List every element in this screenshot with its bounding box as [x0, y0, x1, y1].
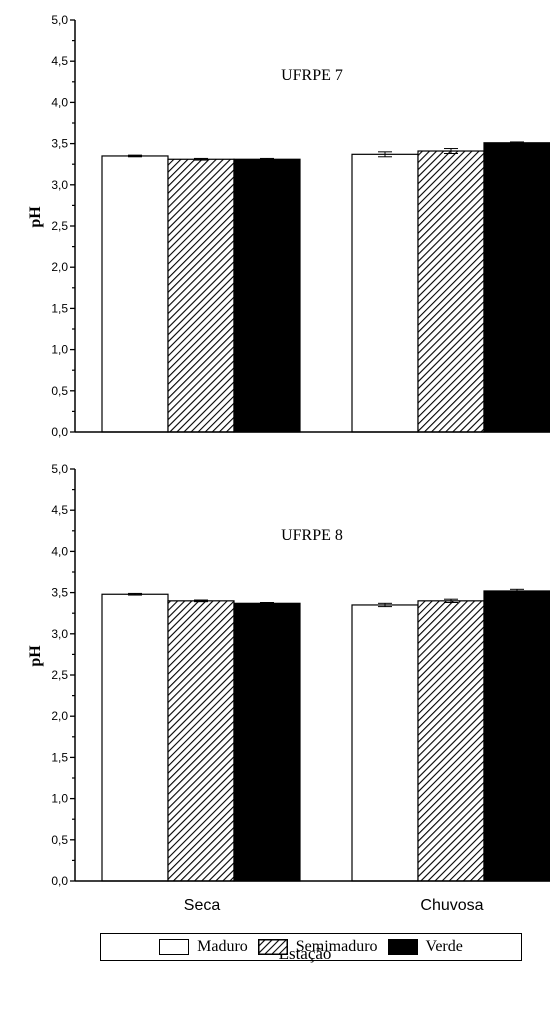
- y-tick-label: 1,5: [51, 750, 68, 764]
- y-tick-label: 4,0: [51, 95, 68, 109]
- category-label-chuvosa: Chuvosa: [420, 897, 483, 914]
- category-label-seca: Seca: [184, 897, 221, 914]
- bar-verde-chuvosa: [483, 590, 550, 882]
- bar-semimaduro-seca: [167, 600, 235, 882]
- panel-ufrpe-7: pH UFRPE 7 0,0 0,5 1,0 1,5 2,0 2,5 3,0 3,5 4,0 4,…: [27, 13, 550, 439]
- bar-semimaduro-chuvosa: [417, 600, 485, 882]
- y-tick-label: 1,0: [51, 792, 68, 806]
- bar-maduro-chuvosa: [351, 153, 419, 433]
- bar-verde-seca: [233, 602, 301, 882]
- bar-verde-chuvosa: [483, 142, 550, 433]
- y-tick-label: 3,5: [51, 137, 68, 151]
- legend-label: Semimaduro: [295, 938, 378, 955]
- legend-label: Verde: [425, 938, 463, 955]
- y-axis-label: pH: [27, 645, 44, 667]
- panel-title: UFRPE 7: [281, 67, 343, 84]
- bar-semimaduro-chuvosa: [417, 150, 485, 433]
- y-tick-label: 5,0: [51, 462, 68, 476]
- legend-swatch-verde: [387, 939, 418, 955]
- bar-verde-seca: [233, 158, 301, 433]
- legend-item-semimaduro: Semimaduro: [257, 938, 378, 956]
- y-tick-label: 5,0: [51, 13, 68, 27]
- y-tick-label: 4,5: [51, 503, 68, 517]
- legend-item-verde: Verde: [387, 938, 463, 956]
- bar-maduro-seca: [101, 155, 169, 433]
- legend-swatch-maduro: [159, 939, 190, 955]
- panel-title: UFRPE 8: [281, 527, 343, 544]
- y-tick-label: 0,5: [51, 384, 68, 398]
- y-tick-label: 3,0: [51, 627, 68, 641]
- y-tick-label: 4,5: [51, 54, 68, 68]
- legend-item-maduro: Maduro: [159, 938, 248, 956]
- y-tick-label: 0,5: [51, 833, 68, 847]
- legend-swatch-semimaduro: [257, 939, 288, 955]
- bar-maduro-chuvosa: [351, 604, 419, 882]
- y-tick-label: 4,0: [51, 544, 68, 558]
- y-tick-label: 1,0: [51, 343, 68, 357]
- y-tick-label: 1,5: [51, 301, 68, 315]
- y-tick-label: 2,0: [51, 260, 68, 274]
- y-axis-label: pH: [27, 206, 44, 228]
- bar-semimaduro-seca: [167, 158, 235, 433]
- y-tick-label: 2,5: [51, 219, 68, 233]
- x-axis-label: Estação: [279, 944, 332, 963]
- bar-maduro-seca: [101, 593, 169, 882]
- y-tick-label: 3,0: [51, 178, 68, 192]
- legend: Maduro Semimaduro Verde: [100, 933, 522, 961]
- y-tick-label: 2,5: [51, 668, 68, 682]
- panel-ufrpe-8: pH UFRPE 8 0,0 0,5 1,0 1,5 2,0 2,5 3,0 3,5 4,0 4,…: [27, 462, 550, 963]
- y-tick-label: 2,0: [51, 709, 68, 723]
- y-tick-label: 3,5: [51, 586, 68, 600]
- y-tick-label: 0,0: [51, 874, 68, 888]
- legend-label: Maduro: [197, 938, 248, 955]
- y-tick-label: 0,0: [51, 425, 68, 439]
